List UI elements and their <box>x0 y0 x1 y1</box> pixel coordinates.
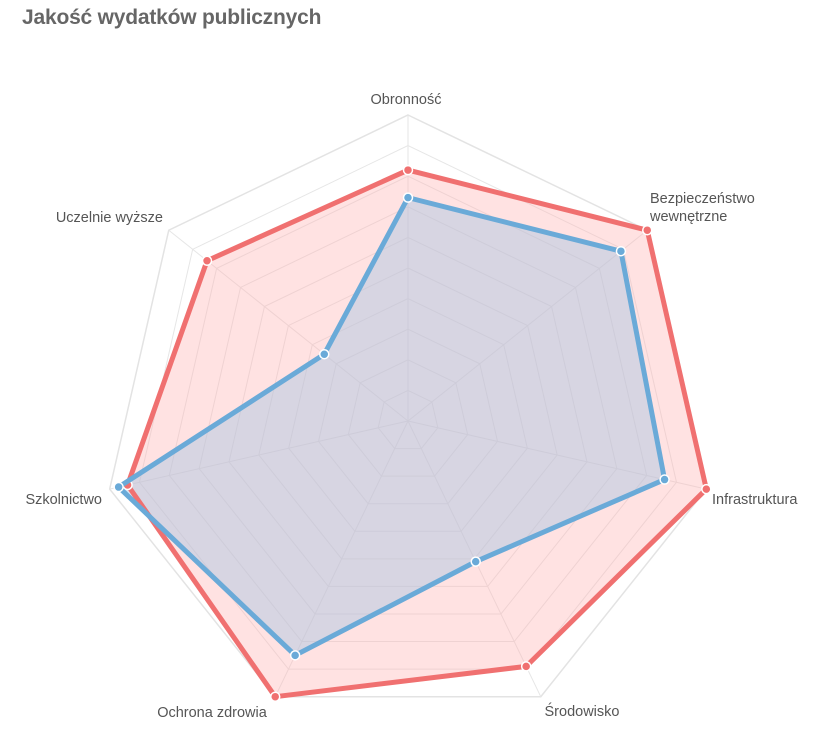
grid-ring <box>198 206 618 615</box>
axis-label: Środowisko <box>545 702 620 720</box>
axis-label: Bezpieczeństwo wewnętrzne <box>649 191 755 225</box>
axis-label: Szkolnictwo <box>25 492 102 508</box>
series-1-point[interactable] <box>615 245 627 257</box>
series-0-line <box>125 167 709 700</box>
grid-ring <box>347 359 469 477</box>
series-1-point[interactable] <box>402 192 414 203</box>
grid-ring <box>138 145 678 670</box>
series-0-point[interactable] <box>641 224 653 236</box>
series-0-point[interactable] <box>701 483 712 495</box>
grid-ring <box>317 328 499 505</box>
axis-spoke <box>109 420 409 490</box>
series-0-point[interactable] <box>402 164 414 176</box>
series-1-point[interactable] <box>470 556 481 567</box>
grid-ring <box>258 267 558 560</box>
radar-series <box>113 164 712 702</box>
series-1-point[interactable] <box>113 481 124 493</box>
series-0-point[interactable] <box>201 255 213 266</box>
axis-label: Obronność <box>371 92 442 108</box>
chart-title: Jakość wydatków publicznych <box>22 6 322 29</box>
grid-ring <box>377 389 439 450</box>
axis-spoke <box>407 420 707 490</box>
axis-label: Uczelnie wyższe <box>56 210 163 226</box>
axis-label: Ochrona zdrowia <box>157 705 268 721</box>
grid-ring <box>228 236 588 587</box>
grid-ring <box>168 175 648 643</box>
series-1-point[interactable] <box>289 650 301 661</box>
series-0-area <box>127 170 707 697</box>
series-1-line <box>116 195 668 658</box>
axis-label: Infrastruktura <box>712 492 798 508</box>
series-1-point[interactable] <box>319 348 330 360</box>
axis-labels: Obronność Bezpieczeństwo wewnętrzne Infrast… <box>25 92 798 721</box>
series-1-area <box>118 197 665 656</box>
series-0-point[interactable] <box>520 661 532 672</box>
series-1-point[interactable] <box>659 474 670 485</box>
axis-spoke <box>407 229 648 422</box>
series-0-point[interactable] <box>269 691 281 702</box>
